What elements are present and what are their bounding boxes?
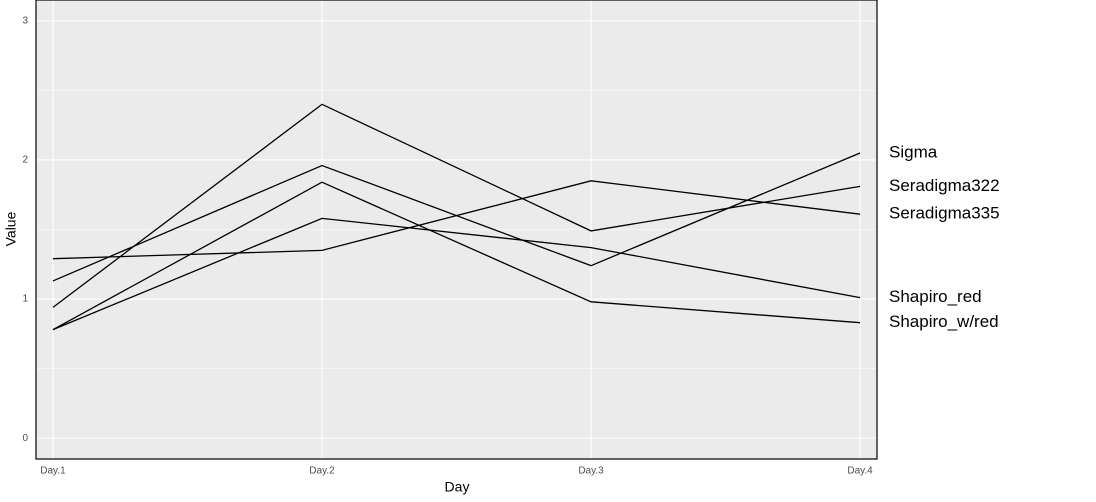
y-tick-label: 3	[22, 16, 28, 27]
series-label: Shapiro_red	[889, 287, 982, 306]
x-tick-label: Day.4	[847, 466, 873, 477]
series-line	[52, 217, 861, 331]
x-tick-label: Day.2	[309, 466, 335, 477]
series-label: Seradigma335	[889, 204, 1000, 223]
y-axis-title: Value	[3, 211, 19, 246]
x-tick-label: Day.3	[578, 466, 604, 477]
series-label: Seradigma322	[889, 176, 1000, 195]
y-tick-label: 0	[22, 433, 28, 444]
y-tick-label: 1	[22, 294, 28, 305]
panel-border	[35, 0, 878, 460]
series-label: Shapiro_w/red	[889, 312, 999, 331]
grid	[36, 0, 877, 459]
series-line	[52, 103, 861, 308]
x-tick-label: Day.1	[40, 466, 66, 477]
series-label: Sigma	[889, 142, 938, 161]
series-line	[52, 180, 861, 260]
series-line	[52, 181, 861, 331]
y-tick-label: 2	[22, 155, 28, 166]
x-axis-title: Day	[445, 479, 470, 495]
lines	[52, 103, 861, 331]
